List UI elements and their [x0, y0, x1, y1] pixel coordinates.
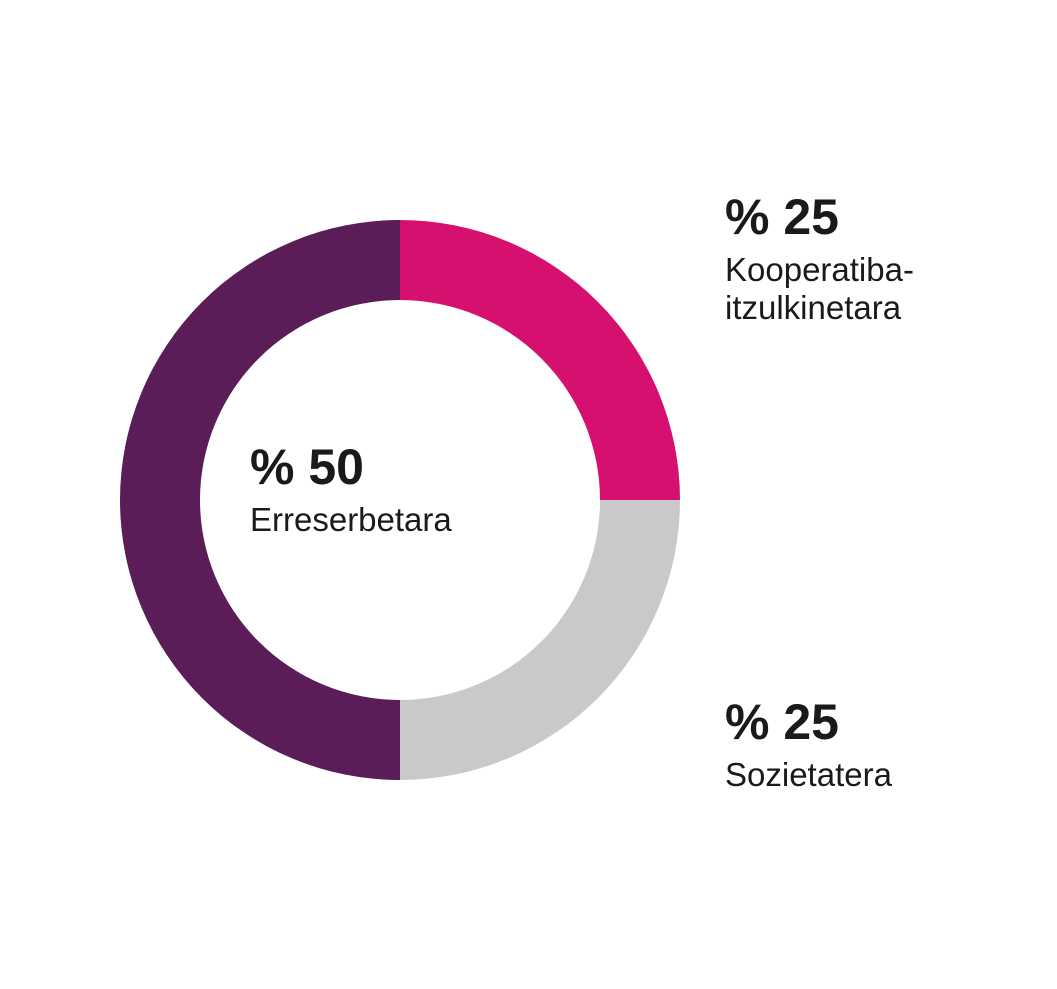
label-erreserbetara-pct: % 50: [250, 440, 452, 495]
label-erreserbetara: % 50 Erreserbetara: [250, 440, 452, 539]
donut-slice: [400, 500, 680, 780]
label-kooperatiba-desc: Kooperatiba-itzulkinetara: [725, 251, 914, 327]
label-kooperatiba-pct: % 25: [725, 190, 914, 245]
donut-chart-container: % 25 Kooperatiba-itzulkinetara % 50 Erre…: [0, 0, 1057, 989]
label-sozietatera: % 25 Sozietatera: [725, 695, 892, 794]
label-erreserbetara-desc: Erreserbetara: [250, 501, 452, 539]
label-kooperatiba: % 25 Kooperatiba-itzulkinetara: [725, 190, 914, 327]
label-sozietatera-pct: % 25: [725, 695, 892, 750]
label-sozietatera-desc: Sozietatera: [725, 756, 892, 794]
